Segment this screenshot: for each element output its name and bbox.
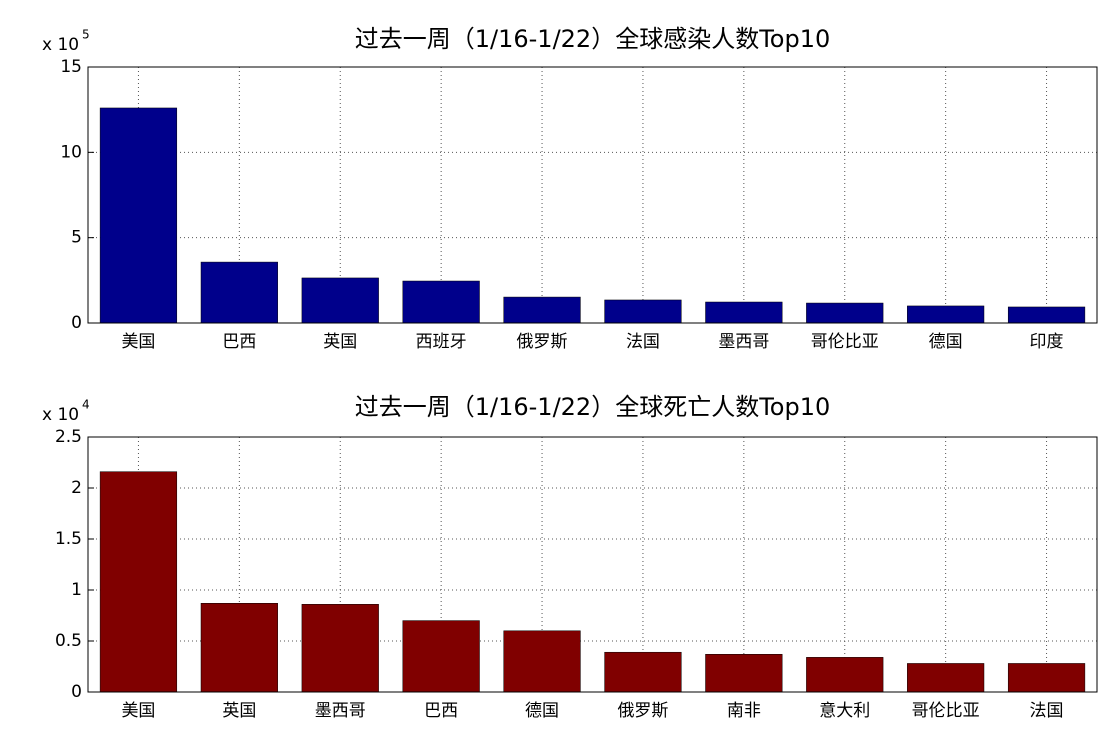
bar — [99, 107, 178, 324]
bar — [99, 471, 178, 693]
x-tick-label: 法国 — [626, 332, 660, 352]
bar — [1007, 663, 1086, 693]
bar — [705, 654, 783, 693]
x-tick-label: 印度 — [1030, 332, 1064, 352]
bar — [806, 302, 884, 324]
y-scale-base: x 10 — [42, 405, 79, 425]
x-tick-label: 哥伦比亚 — [912, 701, 980, 721]
bar — [503, 296, 581, 324]
x-tick-label: 哥伦比亚 — [811, 332, 879, 352]
bar — [907, 305, 985, 324]
bar — [907, 663, 985, 693]
x-tick-label: 俄罗斯 — [517, 332, 568, 352]
x-tick-label: 巴西 — [424, 701, 458, 721]
x-tick-label: 墨西哥 — [718, 332, 769, 352]
y-tick-label: 0 — [71, 313, 82, 333]
bar — [1007, 306, 1086, 324]
bar — [402, 280, 480, 324]
x-tick-label: 德国 — [525, 701, 559, 721]
axes-box — [87, 436, 1098, 693]
bar — [604, 299, 682, 324]
bar — [402, 620, 480, 693]
y-scale-base: x 10 — [42, 35, 79, 55]
bar — [604, 651, 682, 693]
x-tick-label: 法国 — [1030, 701, 1064, 721]
x-tick-label: 德国 — [929, 332, 963, 352]
y-tick-label: 1 — [71, 580, 82, 600]
y-scale-exponent: 5 — [82, 28, 90, 42]
y-tick-label: 2.5 — [55, 427, 82, 447]
x-tick-label: 美国 — [121, 332, 155, 352]
x-tick-label: 俄罗斯 — [617, 701, 668, 721]
x-tick-label: 英国 — [222, 701, 256, 721]
bar — [503, 630, 581, 693]
bar — [200, 603, 278, 693]
y-tick-label: 1.5 — [55, 529, 82, 549]
bar — [705, 301, 783, 324]
x-tick-label: 南非 — [727, 701, 761, 721]
y-tick-label: 10 — [60, 142, 82, 162]
chart-title: 过去一周（1/16-1/22）全球感染人数Top10 — [355, 25, 831, 53]
x-tick-label: 意大利 — [819, 701, 870, 721]
x-tick-label: 墨西哥 — [315, 701, 366, 721]
chart-title: 过去一周（1/16-1/22）全球死亡人数Top10 — [355, 393, 831, 421]
x-tick-label: 巴西 — [222, 332, 256, 352]
y-tick-label: 5 — [71, 228, 82, 248]
y-scale-exponent: 4 — [82, 398, 90, 412]
y-tick-label: 2 — [71, 478, 82, 498]
x-tick-label: 美国 — [121, 701, 155, 721]
axes-box — [87, 66, 1098, 324]
x-tick-label: 西班牙 — [416, 332, 467, 352]
bar — [301, 604, 379, 693]
y-tick-label: 0 — [71, 682, 82, 702]
bar — [301, 277, 379, 324]
y-tick-label: 15 — [60, 57, 82, 77]
bar — [200, 261, 278, 324]
x-tick-label: 英国 — [323, 332, 357, 352]
y-tick-label: 0.5 — [55, 631, 82, 651]
bar — [806, 657, 884, 693]
